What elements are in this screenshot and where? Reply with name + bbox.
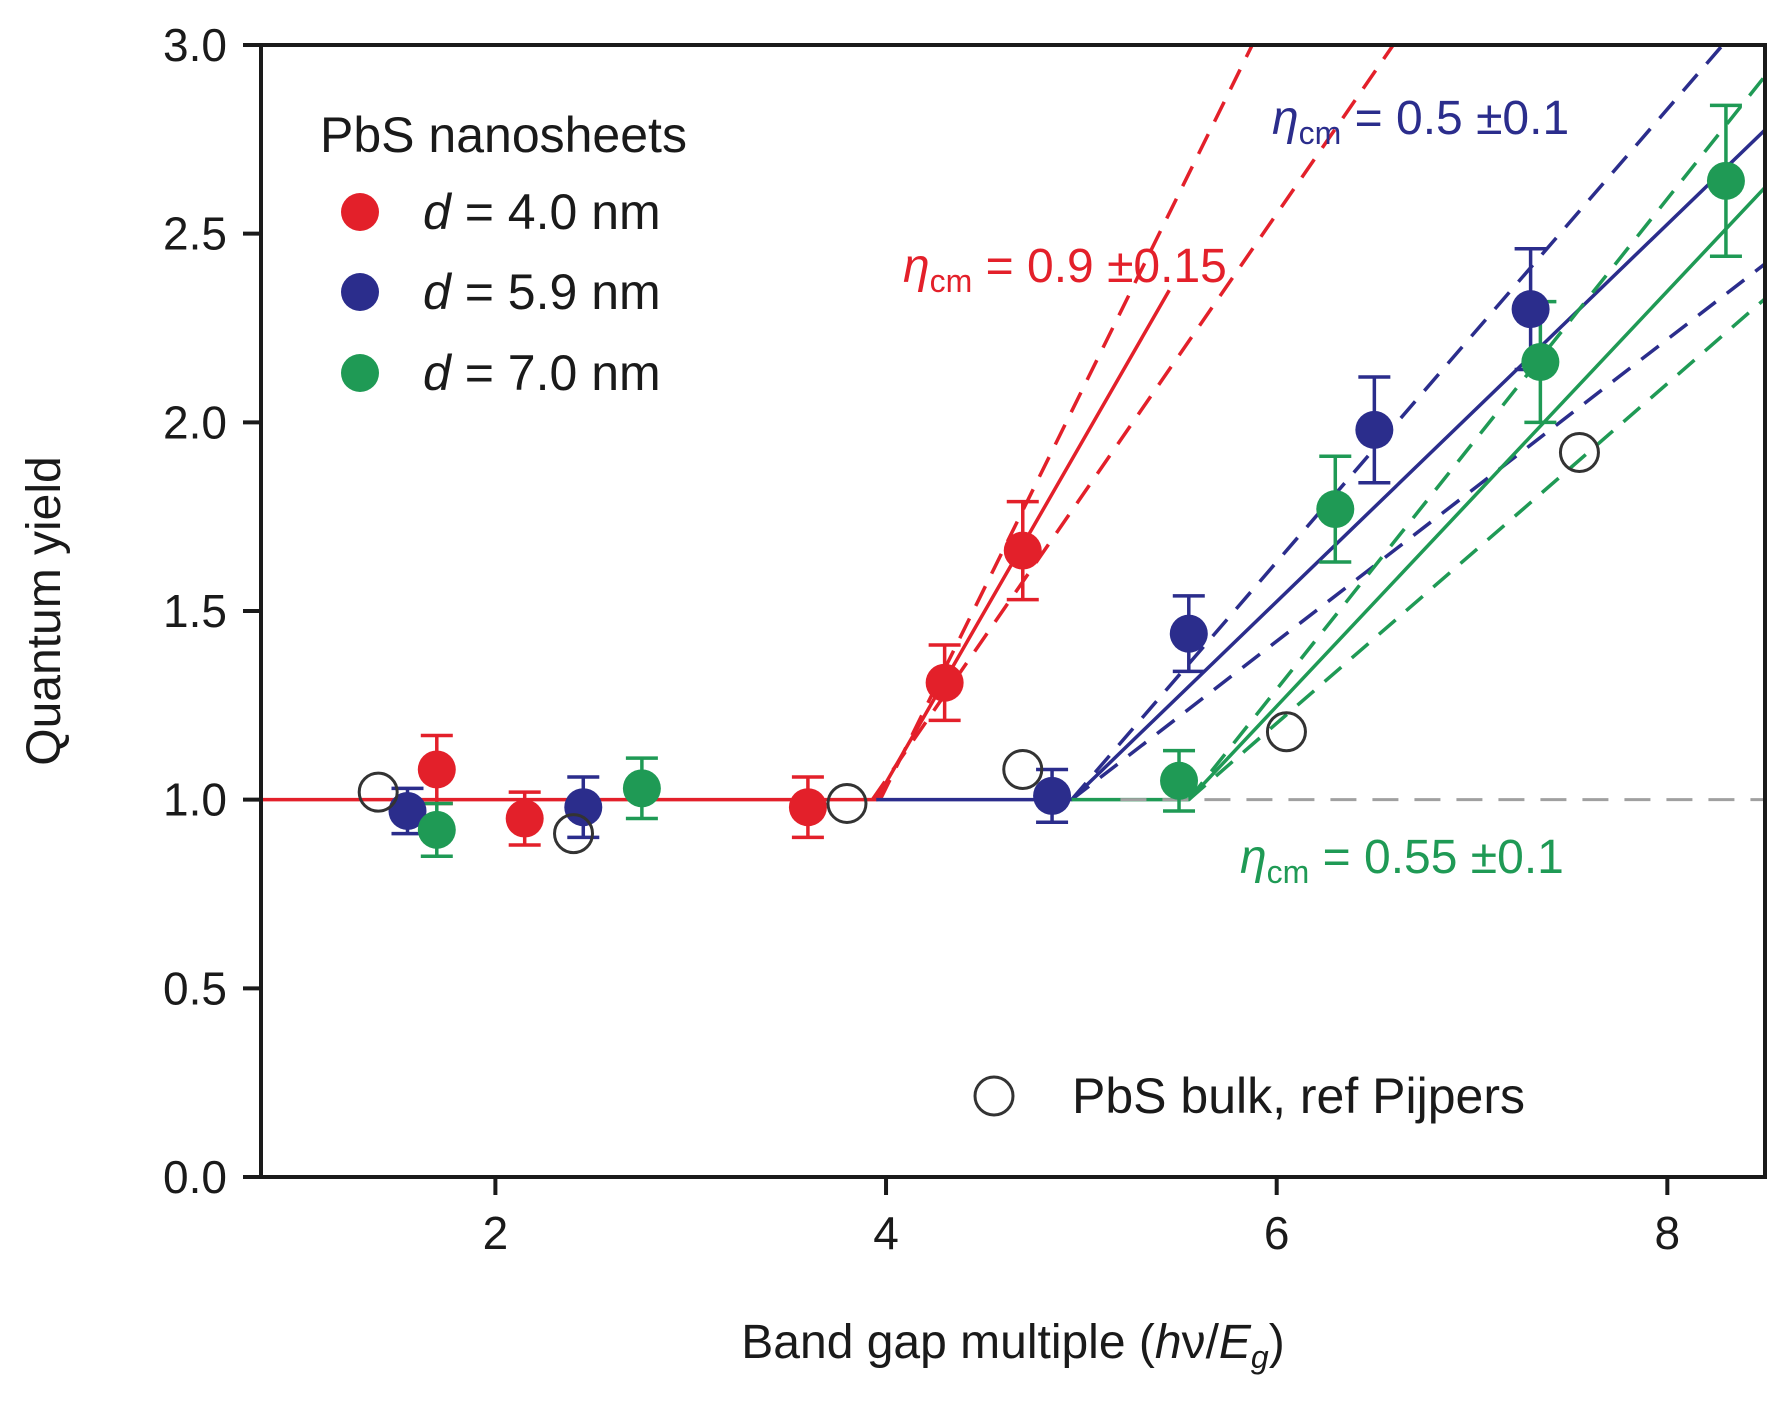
legend-label-4nm-d: d: [423, 184, 453, 240]
y-tick-label-2.5: 2.5: [163, 208, 227, 260]
reference-point-5: [1558, 432, 1600, 474]
x-axis-title-suffix: ): [1269, 1316, 1285, 1369]
data-point-series-2-0: [417, 810, 456, 849]
annotation-5-9nm: ηcm = 0.5 ±0.1: [1272, 92, 1569, 151]
data-point-series-1-2: [1033, 776, 1072, 815]
fit-bound-series-1-1: [1070, 261, 1765, 802]
x-tick-label-2: 2: [483, 1207, 509, 1259]
y-tick-label-0.0: 0.0: [163, 1151, 227, 1203]
data-point-series-0-4: [1003, 531, 1042, 570]
reference-legend-marker: [973, 1075, 1015, 1117]
legend: PbS nanosheets d = 4.0 nm d = 5.9 nm d =…: [320, 107, 687, 401]
reference-legend-label: PbS bulk, ref Pijpers: [1072, 1068, 1525, 1124]
fit-bound-series-2-1: [1187, 296, 1765, 801]
annotation-4nm-sub: cm: [930, 263, 973, 299]
data-point-series-2-4: [1521, 342, 1560, 381]
data-point-series-2-1: [622, 769, 661, 808]
annotation-5-9nm-eta: η: [1272, 92, 1299, 145]
data-point-series-1-4: [1355, 410, 1394, 449]
annotation-7nm-eta: η: [1240, 831, 1267, 884]
annotation-7nm-value: = 0.55 ±0.1: [1309, 831, 1564, 884]
annotation-5-9nm-value: = 0.5 ±0.1: [1341, 92, 1569, 145]
y-tick-label-2.0: 2.0: [163, 396, 227, 448]
annotation-5-9nm-sub: cm: [1299, 115, 1342, 151]
x-axis-title-g: g: [1251, 1339, 1269, 1375]
x-axis-title-prefix: Band gap multiple (: [741, 1316, 1155, 1369]
data-point-series-1-1: [564, 788, 603, 827]
x-axis-title-nu: ν: [1182, 1316, 1206, 1369]
annotation-7nm-sub: cm: [1267, 854, 1310, 890]
fit-bound-series-0-0: [878, 45, 1255, 801]
data-point-series-0-2: [788, 788, 827, 827]
y-tick-label-0.5: 0.5: [163, 962, 227, 1014]
data-point-series-1-0: [388, 791, 427, 830]
y-tick-label-3.0: 3.0: [163, 19, 227, 71]
legend-label-7nm-value: = 7.0 nm: [451, 345, 661, 401]
legend-marker-4nm: [341, 193, 379, 231]
reference-point-2: [826, 782, 868, 824]
x-tick-label-6: 6: [1264, 1207, 1290, 1259]
x-axis-title-slash: /: [1206, 1316, 1220, 1369]
reference-point-1: [553, 813, 595, 855]
annotation-4nm-value: = 0.9 ±0.15: [972, 240, 1227, 293]
data-points: [357, 161, 1745, 855]
fit-lines: [261, 45, 1765, 802]
axis-ticks: 2 4 6 8 0.0 0.5 1.0 1.5 2.0 2.5 3.0: [163, 19, 1680, 1259]
data-point-series-2-2: [1160, 761, 1199, 800]
annotation-7nm: ηcm = 0.55 ±0.1: [1240, 831, 1564, 890]
x-axis-title: Band gap multiple (hν/Eg): [741, 1316, 1284, 1375]
legend-title: PbS nanosheets: [320, 107, 687, 163]
fit-bound-series-1-0: [1070, 45, 1725, 801]
x-axis-title-h: h: [1155, 1316, 1182, 1369]
x-axis-title-e: E: [1219, 1316, 1252, 1369]
data-point-series-0-3: [925, 663, 964, 702]
legend-marker-5-9nm: [341, 273, 379, 311]
legend-label-4nm: d = 4.0 nm: [423, 184, 661, 240]
reference-point-0: [357, 771, 399, 813]
legend-marker-7nm: [341, 354, 379, 392]
fit-line-series-1: [876, 127, 1765, 802]
x-tick-label-4: 4: [873, 1207, 899, 1259]
y-axis-title: Quantum yield: [18, 456, 71, 766]
data-point-series-2-3: [1316, 490, 1355, 529]
legend-label-5-9nm: d = 5.9 nm: [423, 264, 661, 320]
data-point-series-1-3: [1169, 614, 1208, 653]
legend-label-7nm-d: d: [423, 345, 453, 401]
data-point-series-1-5: [1511, 290, 1550, 329]
annotation-4nm-eta: η: [903, 240, 930, 293]
reference-legend: PbS bulk, ref Pijpers: [973, 1068, 1525, 1124]
reference-point-4: [1265, 711, 1307, 753]
legend-label-4nm-value: = 4.0 nm: [451, 184, 661, 240]
y-tick-label-1.0: 1.0: [163, 774, 227, 826]
legend-label-5-9nm-value: = 5.9 nm: [451, 264, 661, 320]
fit-line-series-2: [1071, 184, 1765, 802]
y-tick-label-1.5: 1.5: [163, 585, 227, 637]
data-point-series-2-5: [1706, 161, 1745, 200]
data-point-series-0-1: [505, 799, 544, 838]
legend-label-7nm: d = 7.0 nm: [423, 345, 661, 401]
x-tick-label-8: 8: [1655, 1207, 1681, 1259]
reference-point-3: [1002, 748, 1044, 790]
annotation-4nm: ηcm = 0.9 ±0.15: [903, 240, 1227, 299]
data-point-series-0-0: [417, 750, 456, 789]
legend-label-5-9nm-d: d: [423, 264, 453, 320]
fit-bound-series-0-1: [870, 45, 1396, 801]
